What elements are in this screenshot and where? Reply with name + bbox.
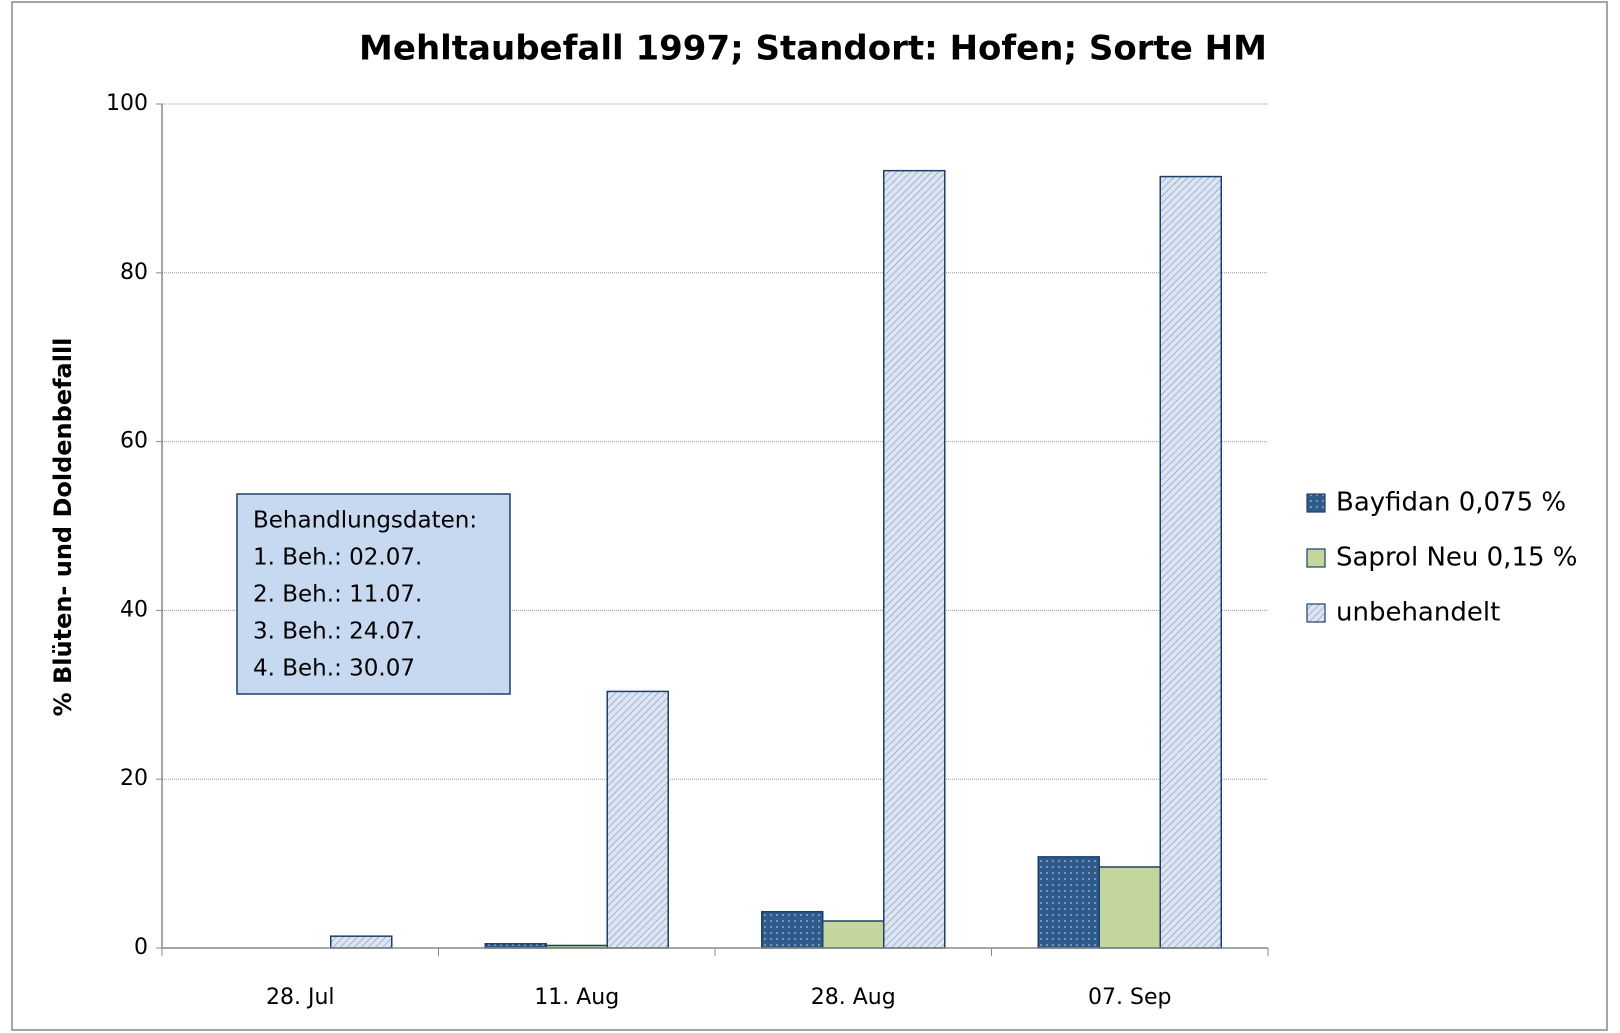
- bar: [761, 910, 824, 949]
- legend-label: Bayfidan 0,075 %: [1336, 488, 1566, 518]
- chart-title: Mehltaubefall 1997; Standort: Hofen; Sor…: [359, 29, 1267, 69]
- bar: [330, 935, 393, 949]
- legend-swatch: [1306, 548, 1326, 568]
- x-tick-label: 11. Aug: [534, 985, 619, 1010]
- legend-label: Saprol Neu 0,15 %: [1336, 543, 1578, 573]
- y-axis-title: % Blüten- und Doldenbefalll: [49, 338, 77, 717]
- y-tick-label: 40: [120, 597, 148, 622]
- legend-swatch: [1306, 603, 1326, 623]
- annotation-text: 2. Beh.: 11.07.: [253, 582, 422, 608]
- y-tick-label: 0: [134, 935, 148, 960]
- y-tick-label: 20: [120, 766, 148, 791]
- bar: [1037, 856, 1100, 949]
- annotation-text: 4. Beh.: 30.07: [253, 656, 415, 682]
- bar: [883, 169, 946, 949]
- bar: [606, 690, 669, 949]
- y-tick-label: 60: [120, 429, 148, 454]
- bar: [1159, 175, 1222, 949]
- annotation-text: 3. Beh.: 24.07.: [253, 619, 422, 645]
- annotation-text: 1. Beh.: 02.07.: [253, 545, 422, 571]
- legend-label: unbehandelt: [1336, 598, 1500, 628]
- x-tick-label: 28. Jul: [266, 985, 335, 1010]
- x-tick-label: 07. Sep: [1088, 985, 1171, 1010]
- y-tick-label: 80: [120, 260, 148, 285]
- y-tick-label: 100: [106, 91, 148, 116]
- annotation-text: Behandlungsdaten:: [253, 508, 477, 534]
- annotation-box: [236, 493, 511, 695]
- legend-swatch: [1306, 493, 1326, 513]
- bar: [822, 920, 885, 949]
- bar: [1098, 866, 1161, 949]
- x-tick-label: 28. Aug: [811, 985, 896, 1010]
